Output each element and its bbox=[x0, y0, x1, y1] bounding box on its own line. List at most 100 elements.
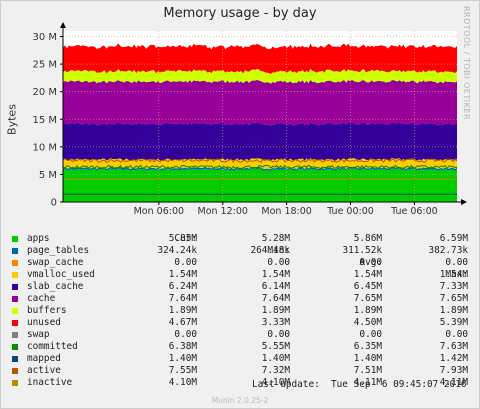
legend-cur-value: 7.64M bbox=[168, 293, 197, 304]
legend-series-name: page_tables bbox=[27, 245, 90, 256]
legend-row-mapped: mapped 1.40M 1.40M 1.40M 1.42M bbox=[0, 353, 480, 365]
legend-series-name: unused bbox=[27, 317, 61, 328]
legend-row-vmalloc-used: vmalloc_used 1.54M 1.54M 1.54M 1.54M bbox=[0, 269, 480, 281]
x-tick-label: Mon 12:00 bbox=[198, 206, 248, 217]
legend-avg-value: 1.89M bbox=[353, 305, 382, 316]
area-cache bbox=[63, 79, 457, 126]
legend-min-value: 4.10M bbox=[261, 377, 290, 388]
legend-min-value: 0.00 bbox=[267, 329, 290, 340]
legend-swatch bbox=[12, 344, 18, 350]
y-tick-label: 5 M bbox=[39, 170, 57, 181]
area-unused bbox=[63, 43, 457, 74]
legend-max-value: 1.54M bbox=[439, 269, 468, 280]
area-slab-cache bbox=[63, 121, 457, 161]
legend-cur-value: 0.00 bbox=[174, 329, 197, 340]
legend-avg-value: 4.11M bbox=[353, 377, 382, 388]
legend-series-name: slab_cache bbox=[27, 281, 84, 292]
legend-series-name: swap_cache bbox=[27, 257, 84, 268]
line-committed bbox=[62, 164, 458, 170]
y-tick-label: 20 M bbox=[32, 87, 57, 98]
legend-max-value: 7.63M bbox=[439, 341, 468, 352]
legend-row-slab-cache: slab_cache 6.24M 6.14M 6.45M 7.33M bbox=[0, 281, 480, 293]
legend-swatch bbox=[12, 236, 18, 242]
legend-series-name: apps bbox=[27, 233, 50, 244]
legend-max-value: 7.93M bbox=[439, 365, 468, 376]
y-tick-label: 25 M bbox=[32, 60, 57, 71]
legend-header-max: Max: bbox=[445, 269, 468, 280]
legend-cur-value: 4.67M bbox=[168, 317, 197, 328]
line-active bbox=[62, 158, 458, 164]
legend-cur-value: 324.24k bbox=[157, 245, 197, 256]
legend-swatch bbox=[12, 368, 18, 374]
legend-avg-value: 311.52k bbox=[342, 245, 382, 256]
legend-min-value: 5.28M bbox=[261, 233, 290, 244]
legend-swatch bbox=[12, 296, 18, 302]
x-tick-label: Mon 06:00 bbox=[134, 206, 184, 217]
legend-max-value: 7.65M bbox=[439, 293, 468, 304]
legend-swatch bbox=[12, 260, 18, 266]
legend-row-cache: cache 7.64M 7.64M 7.65M 7.65M bbox=[0, 293, 480, 305]
x-tick-label: Mon 18:00 bbox=[261, 206, 311, 217]
legend-avg-value: 1.54M bbox=[353, 269, 382, 280]
area-buffers bbox=[63, 68, 457, 84]
legend-row-buffers: buffers 1.89M 1.89M 1.89M 1.89M bbox=[0, 305, 480, 317]
y-tick-label: 10 M bbox=[32, 142, 57, 153]
legend-avg-value: 1.40M bbox=[353, 353, 382, 364]
legend-avg-value: 4.50M bbox=[353, 317, 382, 328]
legend-max-value: 0.00 bbox=[445, 329, 468, 340]
legend-cur-value: 1.89M bbox=[168, 305, 197, 316]
legend-header-min: Min: bbox=[267, 245, 290, 256]
legend-header-row: Cur: Min: Avg: Max: bbox=[0, 221, 480, 280]
munin-version: Munin 2.0.25-2 bbox=[211, 396, 269, 405]
legend-swatch bbox=[12, 320, 18, 326]
legend-min-value: 1.89M bbox=[261, 305, 290, 316]
last-update: Last update: Tue Sep 6 09:45:07 2016 bbox=[252, 379, 467, 390]
legend-min-value: 1.54M bbox=[261, 269, 290, 280]
legend-swatch bbox=[12, 248, 18, 254]
legend-series-name: inactive bbox=[27, 377, 73, 388]
legend-min-value: 7.32M bbox=[261, 365, 290, 376]
memory-chart: 0 5 M 10 M 15 M 20 M 25 M 30 M Mon 06:00 Mon 12:… bbox=[32, 22, 467, 217]
legend-swatch bbox=[12, 284, 18, 290]
legend-header-avg: Avg: bbox=[359, 257, 382, 268]
legend-series-name: buffers bbox=[27, 305, 67, 316]
legend-max-value: 4.11M bbox=[439, 377, 468, 388]
area-apps bbox=[63, 168, 457, 202]
y-tick-label: 15 M bbox=[32, 115, 57, 126]
legend-min-value: 264.48k bbox=[250, 245, 290, 256]
legend-series-name: mapped bbox=[27, 353, 61, 364]
legend-max-value: 382.73k bbox=[428, 245, 468, 256]
legend-min-value: 3.33M bbox=[261, 317, 290, 328]
chart-title: Memory usage - by day bbox=[163, 6, 317, 21]
legend-swatch bbox=[12, 272, 18, 278]
legend-avg-value: 0.00 bbox=[359, 329, 382, 340]
area-page-tables bbox=[63, 166, 457, 171]
legend-swatch bbox=[12, 308, 18, 314]
legend-row-active: active 7.55M 7.32M 7.51M 7.93M bbox=[0, 365, 480, 377]
x-tick-label: Tue 06:00 bbox=[390, 206, 438, 217]
legend-row-apps: apps 5.85M 5.28M 5.86M 6.59M bbox=[0, 233, 480, 245]
legend-cur-value: 4.10M bbox=[168, 377, 197, 388]
legend-row-inactive: inactive 4.10M 4.10M 4.11M 4.11M bbox=[0, 377, 480, 389]
legend-max-value: 0.00 bbox=[445, 257, 468, 268]
legend-swatch bbox=[12, 332, 18, 338]
legend-cur-value: 1.40M bbox=[168, 353, 197, 364]
legend-max-value: 1.42M bbox=[439, 353, 468, 364]
legend-cur-value: 6.38M bbox=[168, 341, 197, 352]
legend-cur-value: 5.85M bbox=[168, 233, 197, 244]
legend-avg-value: 7.65M bbox=[353, 293, 382, 304]
legend-cur-value: 1.54M bbox=[168, 269, 197, 280]
legend-max-value: 6.59M bbox=[439, 233, 468, 244]
legend-swatch bbox=[12, 380, 18, 386]
y-tick-label: 30 M bbox=[32, 32, 57, 43]
legend-min-value: 5.55M bbox=[261, 341, 290, 352]
legend-avg-value: 6.45M bbox=[353, 281, 382, 292]
legend-row-swap: swap 0.00 0.00 0.00 0.00 bbox=[0, 329, 480, 341]
rrdtool-watermark: RRDTOOL / TOBI OETIKER bbox=[462, 6, 471, 121]
legend-max-value: 5.39M bbox=[439, 317, 468, 328]
legend-max-value: 7.33M bbox=[439, 281, 468, 292]
legend-series-name: committed bbox=[27, 341, 78, 352]
y-tick-label: 0 bbox=[51, 198, 57, 209]
legend-cur-value: 0.00 bbox=[174, 257, 197, 268]
legend-avg-value: 5.86M bbox=[353, 233, 382, 244]
